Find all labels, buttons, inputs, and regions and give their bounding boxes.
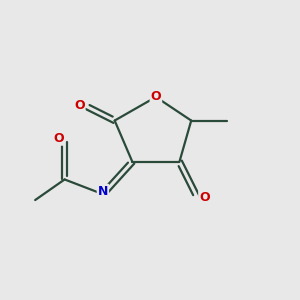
Text: O: O xyxy=(199,190,210,204)
Text: N: N xyxy=(98,185,108,198)
Text: O: O xyxy=(53,132,64,145)
Text: O: O xyxy=(151,91,161,103)
Text: O: O xyxy=(74,99,85,112)
